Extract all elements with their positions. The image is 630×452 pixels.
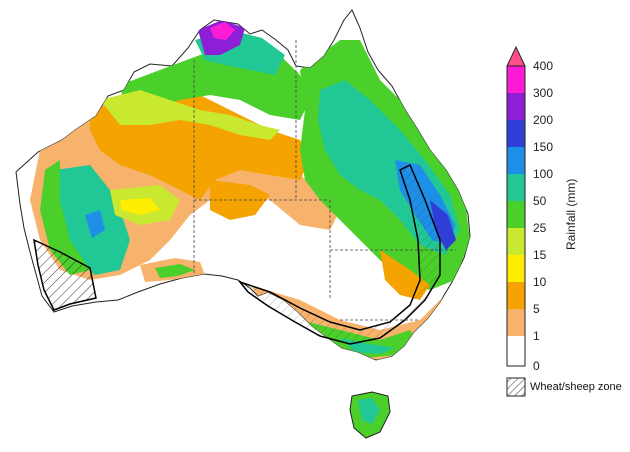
legend-title: Rainfall (mm) — [564, 178, 578, 250]
legend-swatch-10-15 — [507, 255, 525, 282]
legend-swatch-0-1 — [507, 336, 525, 366]
wheat-sheep-zone-label: Wheat/sheep zone — [530, 381, 622, 393]
legend-tick-15: 15 — [533, 248, 547, 262]
legend-swatch-15-25 — [507, 228, 525, 255]
legend-swatch-200-300 — [507, 93, 525, 120]
rainfall-legend: 400 300 200 150 100 50 25 15 10 5 1 0 Ra… — [500, 0, 630, 447]
legend-swatch-100-150 — [507, 147, 525, 174]
legend-swatch-25-50 — [507, 201, 525, 228]
rain-band-100-150-west — [85, 210, 105, 238]
legend-tick-300: 300 — [533, 86, 554, 100]
rain-band-25-50-sa — [155, 264, 195, 278]
rain-band-300-400-arnhem — [210, 22, 235, 40]
wheat-sheep-zone-east — [237, 163, 441, 345]
legend-wheat-sheep-swatch — [506, 377, 526, 397]
legend-tick-50: 50 — [533, 194, 547, 208]
legend-tick-400: 400 — [533, 59, 554, 73]
wheat-sheep-zone-wa — [33, 238, 97, 311]
legend-tick-0: 0 — [533, 359, 540, 373]
rain-band-15-25-north — [100, 90, 280, 140]
legend-swatch-50-100 — [507, 174, 525, 201]
legend-colorbar-frame — [506, 65, 526, 367]
legend-swatch-5-10 — [507, 282, 525, 309]
legend-colorbar-svg — [506, 45, 526, 397]
rain-band-10-15-west — [120, 198, 160, 215]
rain-band-25-50-west — [40, 160, 90, 275]
legend-tick-5: 5 — [533, 302, 540, 316]
legend-swatch-300-400 — [507, 66, 525, 93]
rain-band-150-200-qld — [430, 200, 456, 250]
legend-tick-25: 25 — [533, 221, 547, 235]
rainfall-map — [15, 9, 471, 439]
state-boundaries — [193, 40, 456, 321]
legend-tick-10: 10 — [533, 275, 547, 289]
legend-tick-150: 150 — [533, 140, 554, 154]
tasmania — [349, 391, 391, 439]
legend-swatch-150-200 — [507, 120, 525, 147]
legend-over-arrow — [506, 45, 526, 67]
legend-swatch-1-5 — [507, 309, 525, 336]
legend-tick-100: 100 — [533, 167, 554, 181]
legend-tick-1: 1 — [533, 329, 540, 343]
australia-map-svg — [15, 9, 471, 439]
legend-tick-200: 200 — [533, 113, 554, 127]
